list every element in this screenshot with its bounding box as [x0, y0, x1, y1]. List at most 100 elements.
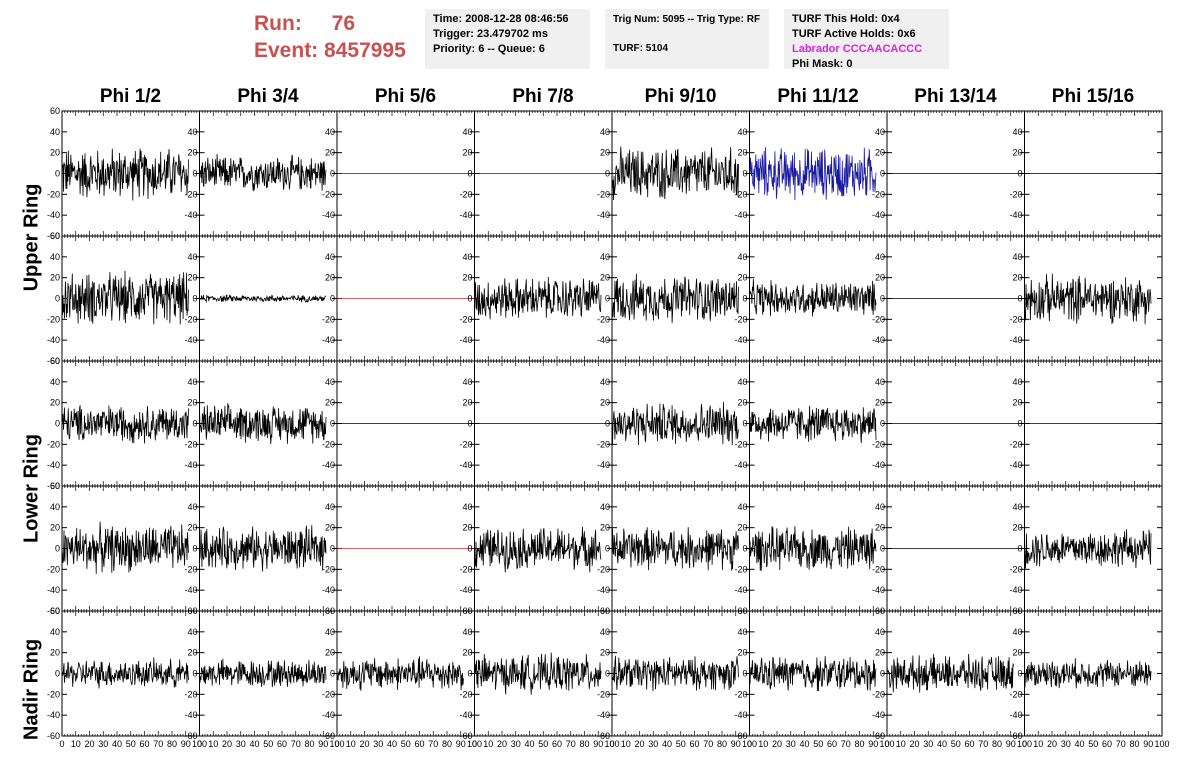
x-tick-label: 0: [472, 739, 477, 749]
y-tick-label: -60: [47, 481, 60, 491]
x-tick-label: 40: [662, 739, 672, 749]
y-tick-label: -20: [734, 564, 747, 574]
x-tick-label: 70: [153, 739, 163, 749]
x-tick-label: 10: [1033, 739, 1043, 749]
y-tick-label: -60: [47, 606, 60, 616]
y-tick-label: 20: [187, 648, 197, 658]
x-tick-label: 10: [896, 739, 906, 749]
x-tick-label: 0: [747, 739, 752, 749]
y-tick-label: 40: [50, 127, 60, 137]
event-value: 8457995: [324, 39, 406, 62]
waveform-trace: [199, 403, 327, 445]
y-tick-label: 20: [1012, 648, 1022, 658]
x-tick-label: 70: [428, 739, 438, 749]
event-label-text: Event:: [254, 39, 319, 62]
x-tick-label: 50: [401, 739, 411, 749]
y-tick-label: 20: [875, 273, 885, 283]
y-tick-label: -60: [597, 731, 610, 741]
y-tick-label: 0: [880, 419, 885, 429]
x-tick-label: 40: [799, 739, 809, 749]
y-tick-label: -40: [47, 585, 60, 595]
y-tick-label: -40: [47, 210, 60, 220]
y-tick-label: 20: [187, 273, 197, 283]
y-tick-label: -40: [47, 335, 60, 345]
waveform-trace: [611, 146, 739, 201]
y-tick-label: 40: [875, 377, 885, 387]
panel-r2-c5: 40 20 0 -20 -40: [734, 360, 888, 487]
y-tick-label: 0: [192, 544, 197, 554]
y-tick-label: -20: [597, 189, 610, 199]
y-tick-label: 40: [737, 252, 747, 262]
waveform-trace: [886, 653, 1014, 693]
x-tick-label: 30: [511, 739, 521, 749]
y-tick-label: 40: [875, 502, 885, 512]
x-tick-label: 100: [1017, 739, 1032, 749]
panel-r0-c7: 40 20 0 -20 -40: [1009, 110, 1163, 237]
y-tick-label: 20: [875, 148, 885, 158]
y-tick-label: -40: [322, 460, 335, 470]
y-tick-label: 0: [330, 294, 335, 304]
panel-r0-c5: 40 20 0 -20 -40: [734, 110, 888, 237]
y-tick-label: -20: [1009, 439, 1022, 449]
y-tick-label: -40: [734, 585, 747, 595]
panel-r2-c4: 40 20 0 -20 -40: [597, 360, 750, 487]
waveform-trace: [474, 276, 602, 320]
x-tick-label: 80: [1129, 739, 1139, 749]
y-tick-label: -40: [872, 710, 885, 720]
y-tick-label: -60: [322, 731, 335, 741]
y-tick-label: 40: [187, 502, 197, 512]
waveform-trace: [1024, 658, 1152, 689]
y-tick-label: 20: [1012, 273, 1022, 283]
y-tick-label: 0: [330, 169, 335, 179]
x-tick-label: 100: [192, 739, 207, 749]
x-tick-label: 100: [604, 739, 619, 749]
y-tick-label: -40: [1009, 210, 1022, 220]
y-tick-label: -60: [47, 356, 60, 366]
y-tick-label: -20: [459, 564, 472, 574]
y-tick-label: 40: [187, 252, 197, 262]
y-tick-label: 40: [50, 252, 60, 262]
y-tick-label: 0: [192, 419, 197, 429]
panel-r1-c0: 60 40 20 0 -20 -40 -60: [47, 231, 200, 366]
y-tick-label: 40: [325, 127, 335, 137]
y-tick-label: -20: [322, 564, 335, 574]
y-tick-label: -40: [322, 585, 335, 595]
y-tick-label: -20: [459, 689, 472, 699]
x-tick-label: 80: [304, 739, 314, 749]
y-tick-label: 20: [187, 523, 197, 533]
waveform-trace: [1024, 273, 1152, 325]
y-tick-label: 0: [742, 544, 747, 554]
x-tick-label: 20: [359, 739, 369, 749]
x-tick-label: 20: [772, 739, 782, 749]
y-tick-label: -40: [872, 460, 885, 470]
y-tick-label: 20: [50, 523, 60, 533]
y-tick-label: 0: [467, 419, 472, 429]
y-tick-label: 20: [325, 148, 335, 158]
y-tick-label: -40: [459, 335, 472, 345]
y-tick-label: -20: [459, 314, 472, 324]
x-tick-label: 80: [579, 739, 589, 749]
x-tick-label: 30: [1061, 739, 1071, 749]
panel-r2-c1: 40 20 0 -20 -40: [184, 360, 338, 487]
y-tick-label: -40: [597, 335, 610, 345]
y-tick-label: -20: [734, 439, 747, 449]
time-info-box: Time: 2008-12-28 08:46:56 Trigger: 23.47…: [425, 9, 590, 69]
x-tick-label: 90: [593, 739, 603, 749]
waveform-trace: [749, 146, 877, 201]
waveform-trace: [61, 148, 189, 201]
x-tick-label: 50: [263, 739, 273, 749]
y-tick-label: -40: [459, 585, 472, 595]
y-tick-label: 40: [1012, 627, 1022, 637]
y-tick-label: 0: [605, 169, 610, 179]
y-tick-label: 20: [462, 648, 472, 658]
y-tick-label: 60: [737, 606, 747, 616]
y-tick-label: 20: [875, 648, 885, 658]
x-tick-label: 40: [524, 739, 534, 749]
y-tick-label: 40: [875, 252, 885, 262]
waveform-trace: [749, 405, 877, 444]
x-tick-label: 80: [992, 739, 1002, 749]
